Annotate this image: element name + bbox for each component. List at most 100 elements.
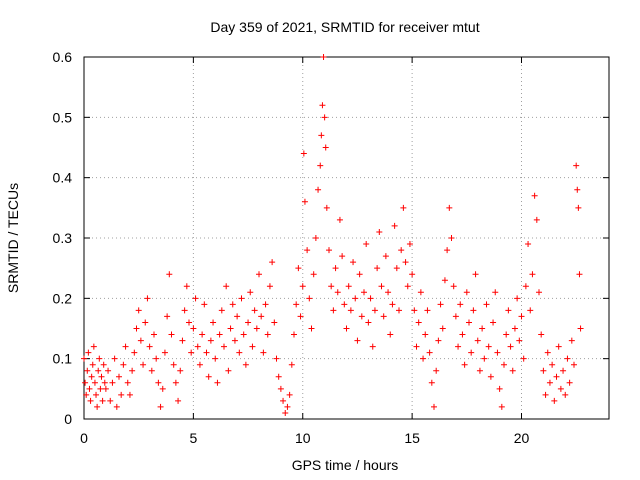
- y-tick-label: 0.5: [53, 109, 73, 125]
- data-point: [356, 271, 363, 278]
- data-point: [216, 331, 223, 338]
- data-point: [271, 319, 278, 326]
- data-point: [546, 379, 553, 386]
- data-point: [463, 289, 470, 296]
- data-point: [221, 343, 227, 350]
- data-point: [505, 307, 512, 314]
- data-point: [168, 331, 175, 338]
- data-point: [422, 331, 429, 338]
- data-point: [538, 331, 545, 338]
- data-point: [157, 403, 164, 410]
- data-point: [446, 204, 453, 211]
- data-point: [188, 349, 195, 356]
- data-point: [378, 283, 385, 290]
- data-point: [573, 162, 580, 169]
- data-point: [564, 355, 571, 362]
- data-point: [317, 162, 324, 169]
- data-point: [97, 385, 104, 392]
- data-point: [177, 367, 184, 374]
- data-point: [258, 313, 265, 320]
- data-point: [566, 379, 573, 386]
- data-point: [148, 367, 155, 374]
- data-point: [146, 343, 153, 350]
- data-point: [231, 337, 238, 344]
- data-point: [91, 379, 98, 386]
- data-point: [393, 265, 400, 272]
- data-point: [417, 289, 424, 296]
- data-point: [413, 343, 420, 350]
- y-tick-label: 0: [64, 411, 72, 427]
- data-point: [560, 367, 567, 374]
- data-point: [396, 307, 402, 314]
- data-point: [385, 289, 392, 296]
- data-point: [354, 337, 361, 344]
- data-point: [347, 307, 354, 314]
- data-point: [135, 307, 142, 314]
- data-point: [266, 283, 273, 290]
- data-point: [131, 349, 138, 356]
- data-point: [431, 403, 437, 410]
- data-point: [562, 391, 569, 398]
- data-point: [441, 277, 448, 284]
- data-point: [363, 241, 370, 248]
- data-point: [400, 204, 407, 211]
- data-point: [166, 271, 173, 278]
- data-point: [300, 150, 307, 157]
- data-point: [514, 295, 521, 302]
- data-point: [341, 301, 348, 308]
- data-point: [133, 325, 140, 332]
- data-point: [444, 247, 451, 254]
- data-point: [320, 54, 327, 60]
- data-point: [474, 337, 481, 344]
- data-point: [382, 253, 389, 260]
- data-point: [172, 379, 179, 386]
- data-point: [155, 379, 162, 386]
- data-point: [472, 271, 479, 278]
- data-point: [536, 289, 542, 296]
- axis-ticks: [83, 56, 609, 420]
- data-point: [459, 331, 466, 338]
- data-point: [82, 379, 89, 386]
- data-point: [95, 367, 102, 374]
- data-point: [84, 367, 91, 374]
- data-point: [529, 271, 536, 278]
- data-point: [503, 331, 510, 338]
- data-point: [485, 343, 492, 350]
- data-point: [365, 319, 372, 326]
- data-point: [85, 349, 92, 356]
- data-point: [196, 361, 203, 368]
- gridlines: [84, 57, 609, 419]
- data-point: [260, 349, 267, 356]
- data-point: [574, 186, 581, 193]
- data-point: [304, 247, 311, 254]
- data-point: [159, 385, 166, 392]
- data-point: [86, 385, 93, 392]
- data-point: [319, 102, 326, 109]
- y-tick-label: 0.3: [53, 230, 73, 246]
- data-point: [284, 403, 291, 410]
- data-point: [129, 367, 136, 374]
- data-point: [238, 295, 245, 302]
- data-point: [520, 355, 527, 362]
- data-point: [509, 367, 516, 374]
- data-point: [448, 235, 455, 241]
- data-point: [101, 379, 108, 386]
- data-point: [201, 301, 208, 308]
- data-point: [245, 319, 252, 326]
- data-point: [576, 271, 583, 278]
- data-point: [553, 373, 560, 380]
- data-point: [181, 307, 188, 314]
- data-point: [555, 343, 562, 350]
- data-point: [288, 361, 295, 368]
- data-point: [315, 186, 322, 193]
- data-point: [461, 361, 468, 368]
- data-point: [286, 391, 293, 398]
- chart-title: Day 359 of 2021, SRMTID for receiver mtu…: [210, 19, 479, 35]
- data-point: [437, 301, 444, 308]
- data-point: [88, 373, 95, 380]
- data-point: [318, 132, 325, 139]
- data-point: [426, 349, 433, 356]
- data-point: [212, 355, 219, 362]
- data-point: [334, 289, 341, 296]
- data-point: [466, 319, 472, 326]
